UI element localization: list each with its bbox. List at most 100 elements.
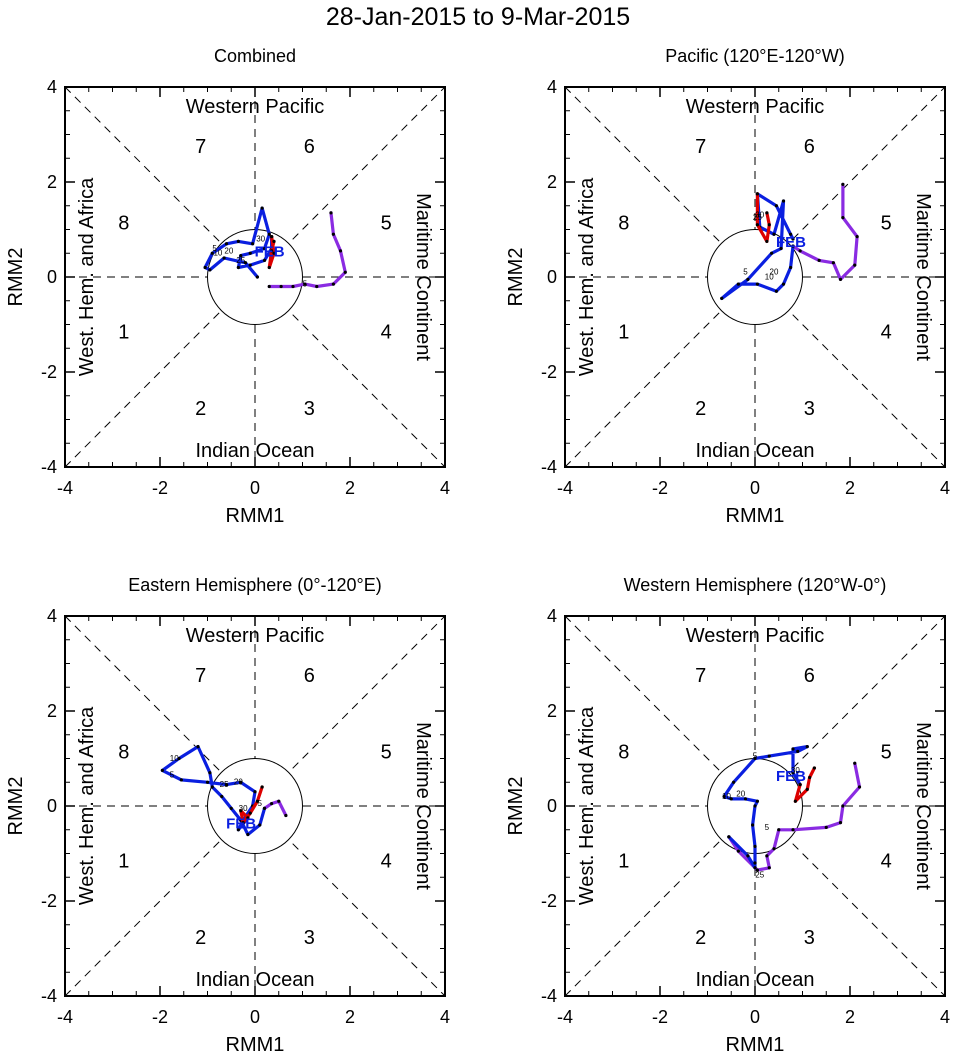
- y-tick-label: 4: [547, 77, 557, 97]
- day-label: 30: [791, 766, 800, 775]
- phase-number: 2: [695, 927, 706, 949]
- day-marker: [236, 828, 240, 832]
- region-label-left: West. Hem. and Africa: [576, 706, 598, 905]
- panel-eastern-hemisphere: Eastern Hemisphere (0°-120°E) -4 -2 0 2 4 -4 -2…: [5, 575, 450, 1056]
- day-marker: [208, 268, 212, 272]
- day-marker: [267, 232, 271, 236]
- y-tick-label: 2: [47, 172, 57, 192]
- day-marker: [841, 216, 845, 220]
- day-marker: [270, 235, 274, 239]
- region-label-top: Western Pacific: [686, 625, 825, 647]
- day-marker: [755, 282, 759, 286]
- day-marker: [812, 766, 816, 770]
- day-marker: [270, 802, 274, 806]
- x-tick-label: 0: [250, 1007, 260, 1027]
- y-tick-label: 2: [547, 701, 557, 721]
- day-marker: [243, 261, 248, 265]
- phase-number: 1: [618, 850, 629, 872]
- phase-number: 4: [881, 321, 892, 343]
- day-label: 30: [239, 804, 248, 813]
- day-marker: [732, 780, 736, 784]
- panel-title: Combined: [214, 46, 296, 66]
- panel-title: Pacific (120°E-120°W): [665, 46, 844, 66]
- x-tick-label: -2: [152, 478, 168, 498]
- region-label-left: West. Hem. and Africa: [76, 706, 98, 905]
- day-marker: [808, 775, 812, 780]
- y-tick-label: -2: [541, 891, 557, 911]
- day-marker: [736, 282, 740, 286]
- phase-number: 7: [195, 665, 206, 687]
- phase-number: 8: [618, 213, 629, 235]
- day-marker: [331, 282, 335, 286]
- day-marker: [779, 246, 783, 251]
- day-marker: [248, 251, 252, 255]
- day-label: 10: [213, 249, 222, 258]
- day-marker: [853, 263, 857, 267]
- day-marker: [841, 182, 845, 186]
- day-marker: [753, 861, 757, 865]
- y-tick-label: 2: [547, 172, 557, 192]
- region-label-bottom: Indian Ocean: [196, 440, 315, 462]
- phase-number: 4: [381, 321, 392, 343]
- day-label: 30: [755, 211, 764, 220]
- day-marker: [781, 282, 786, 286]
- day-marker: [729, 797, 733, 801]
- day-marker: [853, 761, 857, 765]
- day-marker: [791, 771, 795, 775]
- day-marker: [789, 232, 793, 236]
- phase-number: 3: [804, 398, 815, 420]
- day-marker: [791, 747, 795, 751]
- month-label-feb: FEB: [776, 234, 806, 251]
- region-label-right: Maritime Continent: [912, 193, 934, 361]
- x-tick-label: 0: [250, 478, 260, 498]
- day-marker: [753, 804, 757, 808]
- day-marker: [772, 847, 776, 851]
- x-tick-label: -2: [652, 478, 668, 498]
- x-axis-label: RMM1: [726, 505, 785, 527]
- day-marker: [720, 296, 724, 300]
- day-marker: [260, 206, 264, 210]
- day-label: 10: [722, 792, 731, 801]
- day-marker: [277, 799, 281, 803]
- day-marker: [272, 251, 276, 255]
- day-marker: [236, 265, 240, 270]
- panel-combined: Combined -4 -2 0 2 4 -4 -2 0 2 4 RMM1 RMM2 Western Pa…: [5, 46, 450, 527]
- phase-number: 8: [618, 742, 629, 764]
- phase-number: 7: [195, 136, 206, 158]
- x-tick-label: -2: [652, 1007, 668, 1027]
- phase-number: 5: [881, 213, 892, 235]
- y-tick-label: -2: [41, 362, 57, 382]
- day-marker: [220, 794, 224, 799]
- y-tick-label: 0: [547, 796, 557, 816]
- day-marker: [255, 275, 259, 279]
- region-label-right: Maritime Continent: [412, 722, 434, 890]
- day-marker: [205, 780, 210, 784]
- day-marker: [755, 799, 759, 803]
- day-marker: [239, 809, 243, 813]
- day-label: 10: [765, 272, 774, 281]
- phase-number: 4: [381, 850, 392, 872]
- y-tick-label: 2: [47, 701, 57, 721]
- figure-title: 28-Jan-2015 to 9-Mar-2015: [325, 3, 631, 31]
- day-marker: [736, 849, 740, 853]
- day-marker: [789, 265, 793, 270]
- day-marker: [224, 783, 229, 787]
- y-tick-label: -2: [41, 891, 57, 911]
- region-label-top: Western Pacific: [186, 96, 325, 118]
- y-tick-label: 4: [47, 606, 57, 626]
- day-marker: [743, 797, 748, 801]
- y-axis-label: RMM2: [505, 777, 527, 836]
- phase-number: 1: [118, 850, 129, 872]
- x-tick-label: 0: [750, 1007, 760, 1027]
- x-tick-label: 2: [345, 478, 355, 498]
- day-marker: [279, 284, 283, 289]
- day-label: 20: [224, 246, 233, 255]
- day-marker: [770, 251, 774, 255]
- phase-number: 5: [381, 742, 392, 764]
- trajectory-jan: [267, 211, 347, 289]
- day-marker: [774, 204, 778, 208]
- y-tick-label: 0: [47, 267, 57, 287]
- day-marker: [746, 854, 750, 858]
- day-marker: [805, 787, 809, 791]
- phase-number: 5: [381, 213, 392, 235]
